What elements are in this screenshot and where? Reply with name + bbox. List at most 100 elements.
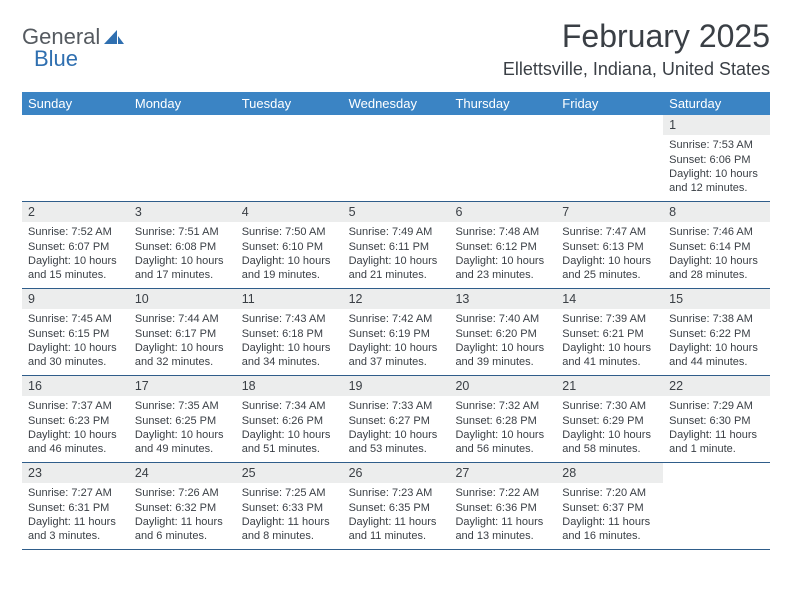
calendar-grid: 1Sunrise: 7:53 AMSunset: 6:06 PMDaylight… xyxy=(22,115,770,550)
daylight-line: Daylight: 10 hours and 41 minutes. xyxy=(562,341,657,370)
daylight-line: Daylight: 10 hours and 56 minutes. xyxy=(455,428,550,457)
day-body: Sunrise: 7:25 AMSunset: 6:33 PMDaylight:… xyxy=(236,483,343,547)
sunrise-line: Sunrise: 7:44 AM xyxy=(135,312,230,326)
daylight-line: Daylight: 11 hours and 16 minutes. xyxy=(562,515,657,544)
day-number: 16 xyxy=(22,376,129,396)
sunset-line: Sunset: 6:28 PM xyxy=(455,414,550,428)
calendar-page: General February 2025 Ellettsville, Indi… xyxy=(0,0,792,560)
calendar-cell: 16Sunrise: 7:37 AMSunset: 6:23 PMDayligh… xyxy=(22,376,129,462)
daylight-line: Daylight: 10 hours and 19 minutes. xyxy=(242,254,337,283)
calendar-cell: 25Sunrise: 7:25 AMSunset: 6:33 PMDayligh… xyxy=(236,463,343,549)
daylight-line: Daylight: 11 hours and 8 minutes. xyxy=(242,515,337,544)
sunset-line: Sunset: 6:37 PM xyxy=(562,501,657,515)
daylight-line: Daylight: 10 hours and 58 minutes. xyxy=(562,428,657,457)
day-body: Sunrise: 7:20 AMSunset: 6:37 PMDaylight:… xyxy=(556,483,663,547)
calendar-cell: 2Sunrise: 7:52 AMSunset: 6:07 PMDaylight… xyxy=(22,202,129,288)
calendar-cell: 22Sunrise: 7:29 AMSunset: 6:30 PMDayligh… xyxy=(663,376,770,462)
day-body: Sunrise: 7:45 AMSunset: 6:15 PMDaylight:… xyxy=(22,309,129,373)
sunset-line: Sunset: 6:25 PM xyxy=(135,414,230,428)
day-body: Sunrise: 7:26 AMSunset: 6:32 PMDaylight:… xyxy=(129,483,236,547)
day-number: 6 xyxy=(449,202,556,222)
weekday-header: Friday xyxy=(556,92,663,115)
location: Ellettsville, Indiana, United States xyxy=(503,59,770,80)
daylight-line: Daylight: 10 hours and 25 minutes. xyxy=(562,254,657,283)
day-body: Sunrise: 7:46 AMSunset: 6:14 PMDaylight:… xyxy=(663,222,770,286)
sunrise-line: Sunrise: 7:40 AM xyxy=(455,312,550,326)
calendar-cell: 14Sunrise: 7:39 AMSunset: 6:21 PMDayligh… xyxy=(556,289,663,375)
day-body: Sunrise: 7:29 AMSunset: 6:30 PMDaylight:… xyxy=(663,396,770,460)
calendar-cell: 3Sunrise: 7:51 AMSunset: 6:08 PMDaylight… xyxy=(129,202,236,288)
day-body: Sunrise: 7:32 AMSunset: 6:28 PMDaylight:… xyxy=(449,396,556,460)
calendar-cell: 4Sunrise: 7:50 AMSunset: 6:10 PMDaylight… xyxy=(236,202,343,288)
day-body: Sunrise: 7:52 AMSunset: 6:07 PMDaylight:… xyxy=(22,222,129,286)
sunrise-line: Sunrise: 7:34 AM xyxy=(242,399,337,413)
day-body: Sunrise: 7:33 AMSunset: 6:27 PMDaylight:… xyxy=(343,396,450,460)
sunset-line: Sunset: 6:06 PM xyxy=(669,153,764,167)
sunset-line: Sunset: 6:33 PM xyxy=(242,501,337,515)
header: General February 2025 Ellettsville, Indi… xyxy=(22,18,770,80)
daylight-line: Daylight: 11 hours and 6 minutes. xyxy=(135,515,230,544)
daylight-line: Daylight: 10 hours and 15 minutes. xyxy=(28,254,123,283)
day-number: 21 xyxy=(556,376,663,396)
day-number: 2 xyxy=(22,202,129,222)
sunset-line: Sunset: 6:07 PM xyxy=(28,240,123,254)
sunset-line: Sunset: 6:21 PM xyxy=(562,327,657,341)
calendar-cell xyxy=(129,115,236,201)
daylight-line: Daylight: 10 hours and 53 minutes. xyxy=(349,428,444,457)
day-number: 19 xyxy=(343,376,450,396)
sunrise-line: Sunrise: 7:20 AM xyxy=(562,486,657,500)
calendar-cell: 5Sunrise: 7:49 AMSunset: 6:11 PMDaylight… xyxy=(343,202,450,288)
calendar-cell: 8Sunrise: 7:46 AMSunset: 6:14 PMDaylight… xyxy=(663,202,770,288)
sunset-line: Sunset: 6:26 PM xyxy=(242,414,337,428)
sunset-line: Sunset: 6:19 PM xyxy=(349,327,444,341)
day-body: Sunrise: 7:47 AMSunset: 6:13 PMDaylight:… xyxy=(556,222,663,286)
day-body: Sunrise: 7:51 AMSunset: 6:08 PMDaylight:… xyxy=(129,222,236,286)
day-body: Sunrise: 7:37 AMSunset: 6:23 PMDaylight:… xyxy=(22,396,129,460)
calendar-cell xyxy=(343,115,450,201)
day-body: Sunrise: 7:30 AMSunset: 6:29 PMDaylight:… xyxy=(556,396,663,460)
sunrise-line: Sunrise: 7:53 AM xyxy=(669,138,764,152)
day-number: 18 xyxy=(236,376,343,396)
sunrise-line: Sunrise: 7:26 AM xyxy=(135,486,230,500)
calendar-week: 9Sunrise: 7:45 AMSunset: 6:15 PMDaylight… xyxy=(22,289,770,376)
calendar: SundayMondayTuesdayWednesdayThursdayFrid… xyxy=(22,92,770,550)
calendar-cell: 13Sunrise: 7:40 AMSunset: 6:20 PMDayligh… xyxy=(449,289,556,375)
day-number: 28 xyxy=(556,463,663,483)
day-body: Sunrise: 7:39 AMSunset: 6:21 PMDaylight:… xyxy=(556,309,663,373)
daylight-line: Daylight: 10 hours and 28 minutes. xyxy=(669,254,764,283)
weekday-header: Wednesday xyxy=(343,92,450,115)
daylight-line: Daylight: 10 hours and 30 minutes. xyxy=(28,341,123,370)
sunrise-line: Sunrise: 7:37 AM xyxy=(28,399,123,413)
calendar-cell xyxy=(236,115,343,201)
day-number: 3 xyxy=(129,202,236,222)
calendar-cell: 19Sunrise: 7:33 AMSunset: 6:27 PMDayligh… xyxy=(343,376,450,462)
sunset-line: Sunset: 6:23 PM xyxy=(28,414,123,428)
weekday-header: Thursday xyxy=(449,92,556,115)
sunset-line: Sunset: 6:14 PM xyxy=(669,240,764,254)
day-body: Sunrise: 7:34 AMSunset: 6:26 PMDaylight:… xyxy=(236,396,343,460)
sunset-line: Sunset: 6:08 PM xyxy=(135,240,230,254)
sunrise-line: Sunrise: 7:50 AM xyxy=(242,225,337,239)
calendar-cell: 15Sunrise: 7:38 AMSunset: 6:22 PMDayligh… xyxy=(663,289,770,375)
calendar-cell xyxy=(449,115,556,201)
day-body: Sunrise: 7:50 AMSunset: 6:10 PMDaylight:… xyxy=(236,222,343,286)
day-body: Sunrise: 7:48 AMSunset: 6:12 PMDaylight:… xyxy=(449,222,556,286)
daylight-line: Daylight: 11 hours and 1 minute. xyxy=(669,428,764,457)
sunset-line: Sunset: 6:30 PM xyxy=(669,414,764,428)
sunset-line: Sunset: 6:13 PM xyxy=(562,240,657,254)
brand-sail-icon xyxy=(103,28,125,46)
calendar-cell: 9Sunrise: 7:45 AMSunset: 6:15 PMDaylight… xyxy=(22,289,129,375)
weekday-header: Tuesday xyxy=(236,92,343,115)
day-body: Sunrise: 7:44 AMSunset: 6:17 PMDaylight:… xyxy=(129,309,236,373)
day-number: 8 xyxy=(663,202,770,222)
sunrise-line: Sunrise: 7:46 AM xyxy=(669,225,764,239)
sunset-line: Sunset: 6:17 PM xyxy=(135,327,230,341)
sunrise-line: Sunrise: 7:45 AM xyxy=(28,312,123,326)
calendar-week: 1Sunrise: 7:53 AMSunset: 6:06 PMDaylight… xyxy=(22,115,770,202)
weekday-header-row: SundayMondayTuesdayWednesdayThursdayFrid… xyxy=(22,92,770,115)
calendar-cell: 24Sunrise: 7:26 AMSunset: 6:32 PMDayligh… xyxy=(129,463,236,549)
daylight-line: Daylight: 11 hours and 3 minutes. xyxy=(28,515,123,544)
daylight-line: Daylight: 10 hours and 34 minutes. xyxy=(242,341,337,370)
calendar-cell: 27Sunrise: 7:22 AMSunset: 6:36 PMDayligh… xyxy=(449,463,556,549)
daylight-line: Daylight: 11 hours and 13 minutes. xyxy=(455,515,550,544)
